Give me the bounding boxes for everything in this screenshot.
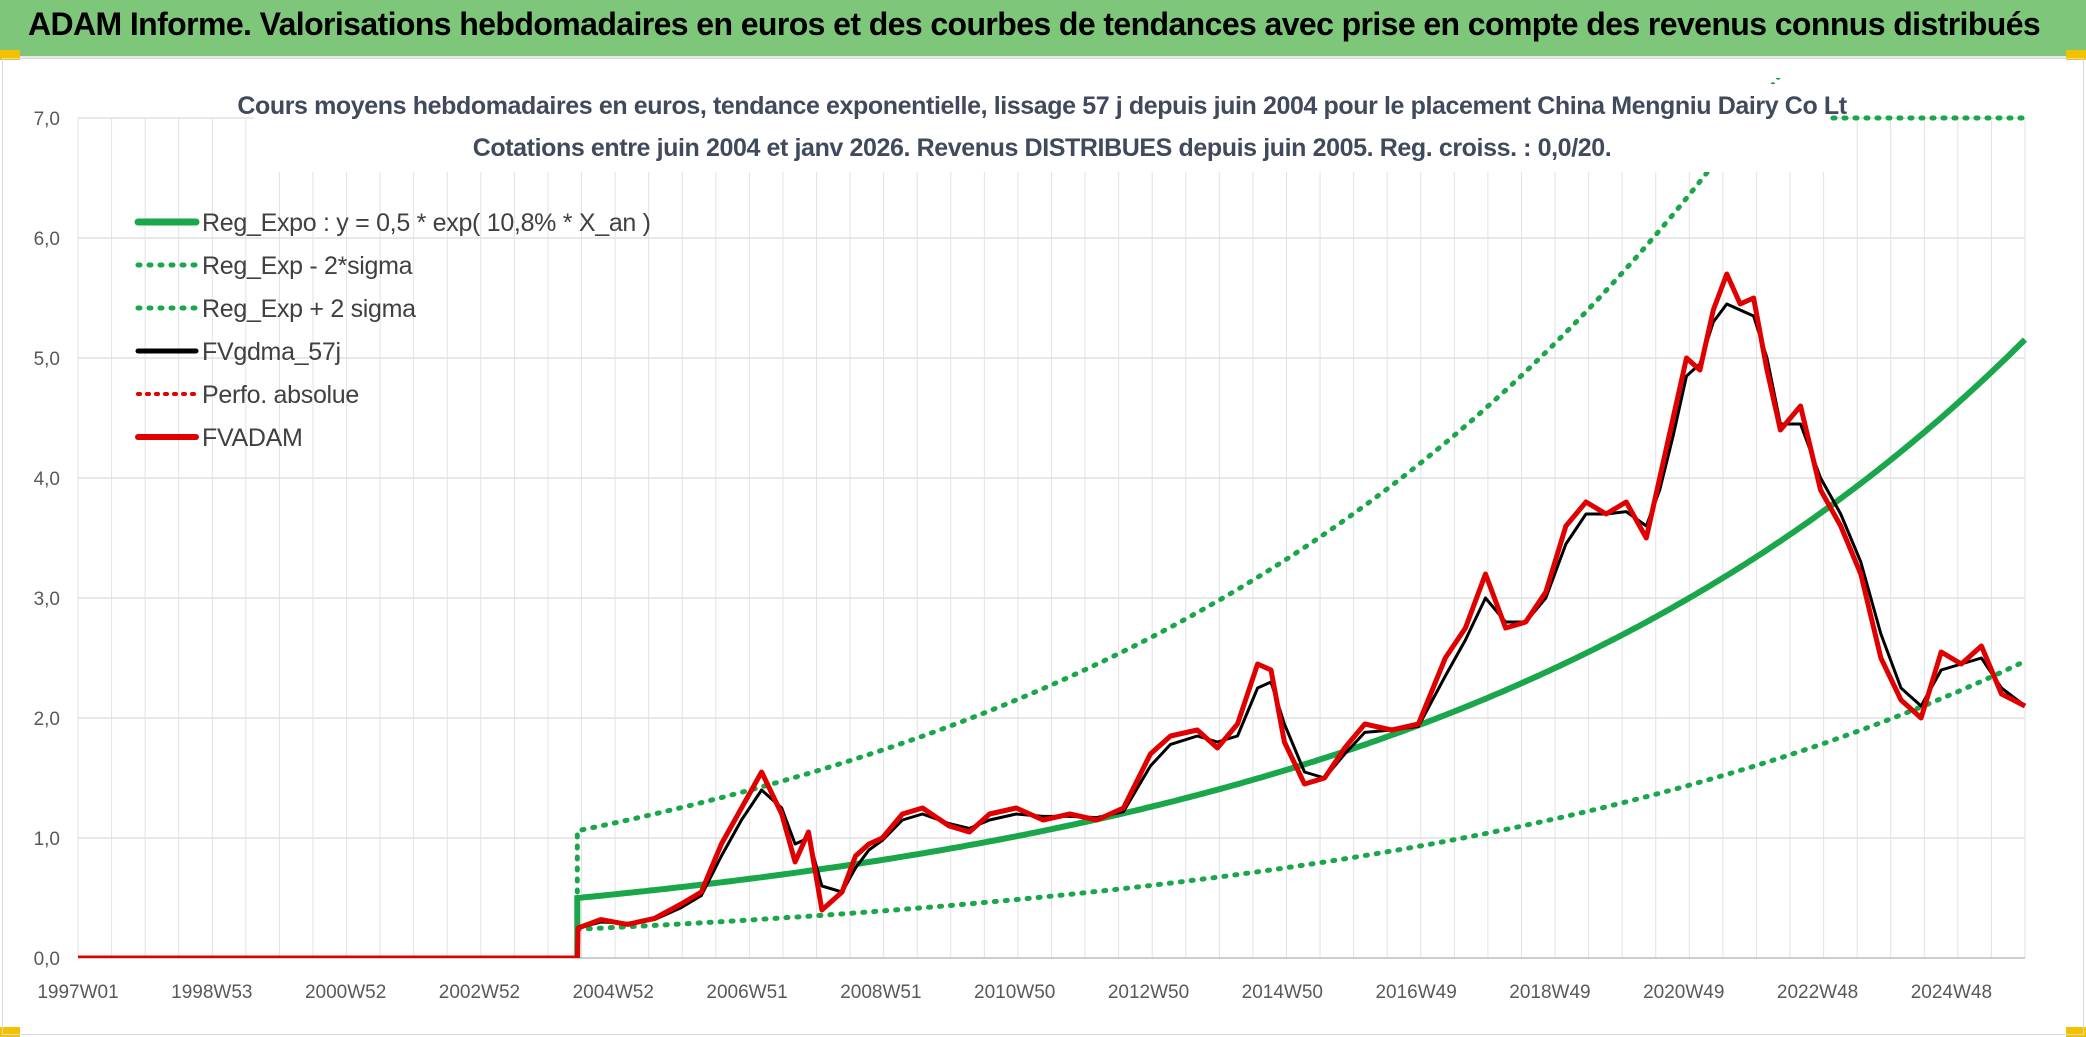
subtitle-background [254, 84, 1830, 172]
y-tick-label: 0,0 [34, 949, 60, 970]
x-tick-label: 2000W52 [305, 982, 386, 1003]
x-tick-label: 2020W49 [1643, 982, 1724, 1003]
legend-label: FVgdma_57j [202, 338, 341, 366]
corner-marker [2066, 50, 2086, 60]
corner-marker [2066, 1027, 2086, 1037]
series-group [78, 78, 2028, 958]
series-reg-exp-plus-2-sigma [574, 78, 1781, 958]
y-tick-label: 7,0 [34, 109, 60, 130]
x-axis: 1997W01 1998W53 2000W52 2002W52 2004W52 2006W… [37, 982, 1992, 1003]
x-tick-label: 2010W50 [974, 982, 1055, 1003]
y-tick-label: 2,0 [34, 709, 60, 730]
x-tick-label: 2014W50 [1242, 982, 1323, 1003]
y-tick-label: 5,0 [34, 349, 60, 370]
legend-label: Reg_Exp - 2*sigma [202, 252, 413, 280]
x-tick-label: 2022W48 [1777, 982, 1858, 1003]
legend-label: Reg_Exp + 2 sigma [202, 295, 416, 323]
legend-label: Perfo. absolue [202, 381, 359, 409]
y-axis: 0,0 1,0 2,0 3,0 4,0 5,0 6,0 7,0 [34, 109, 60, 970]
legend: Reg_Expo : y = 0,5 * exp( 10,8% * X_an )… [134, 209, 651, 452]
corner-marker [0, 50, 20, 60]
x-tick-label: 2024W48 [1911, 982, 1992, 1003]
chart-subtitle-line1: Cours moyens hebdomadaires en euros, ten… [237, 92, 1847, 120]
x-tick-label: 2018W49 [1509, 982, 1590, 1003]
x-tick-label: 1997W01 [37, 982, 118, 1003]
corner-marker [0, 1027, 20, 1037]
plot-area [78, 78, 2028, 958]
x-tick-label: 2006W51 [706, 982, 787, 1003]
x-tick-label: 2008W51 [840, 982, 921, 1003]
chart-frame [2, 58, 2084, 1035]
y-tick-label: 1,0 [34, 829, 60, 850]
title-banner: ADAM Informe. Valorisations hebdomadaire… [0, 0, 2086, 58]
x-tick-label: 2012W50 [1108, 982, 1189, 1003]
x-tick-label: 1998W53 [171, 982, 252, 1003]
chart-subtitle-line2: Cotations entre juin 2004 et janv 2026. … [473, 134, 1612, 162]
y-tick-label: 4,0 [34, 469, 60, 490]
series-reg-exp-minus-2-sigma [574, 658, 2028, 932]
x-tick-label: 2002W52 [439, 982, 520, 1003]
legend-label: Reg_Expo : y = 0,5 * exp( 10,8% * X_an ) [202, 209, 651, 237]
page-title: ADAM Informe. Valorisations hebdomadaire… [28, 6, 2041, 42]
x-tick-label: 2004W52 [573, 982, 654, 1003]
x-tick-label: 2016W49 [1375, 982, 1456, 1003]
series-fvadam [78, 271, 2027, 958]
legend-label: FVADAM [202, 424, 303, 452]
y-tick-label: 3,0 [34, 589, 60, 610]
y-tick-label: 6,0 [34, 229, 60, 250]
